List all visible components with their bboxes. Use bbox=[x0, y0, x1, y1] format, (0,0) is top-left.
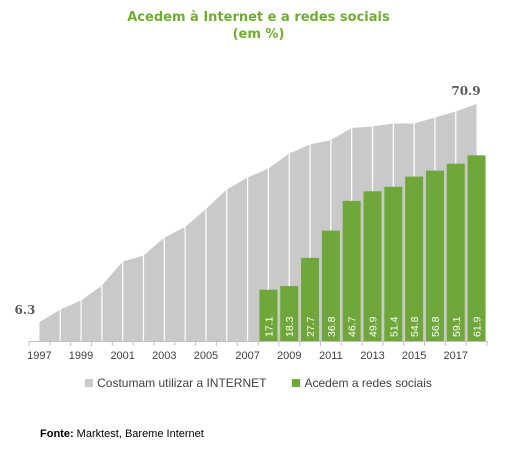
x-tick-label: 2009 bbox=[277, 350, 301, 362]
bar-social bbox=[363, 191, 382, 341]
bar-value-label: 18.3 bbox=[284, 316, 296, 337]
legend-item-internet: Costumam utilizar a INTERNET bbox=[85, 376, 266, 390]
bar-value-label: 49.9 bbox=[368, 316, 380, 337]
x-tick-label: 2007 bbox=[235, 350, 259, 362]
bar-social bbox=[280, 286, 299, 341]
chart-legend: Costumam utilizar a INTERNET Acedem a re… bbox=[0, 376, 517, 390]
bar-social bbox=[342, 200, 361, 341]
bar-value-label: 17.1 bbox=[263, 316, 275, 337]
source-text: Marktest, Bareme Internet bbox=[73, 428, 204, 440]
bar-social bbox=[321, 230, 340, 341]
bar-value-label: 27.7 bbox=[305, 316, 317, 337]
chart-title: Acedem à Internet e a redes sociais bbox=[127, 10, 390, 25]
legend-label-social: Acedem a redes sociais bbox=[304, 376, 432, 390]
bar-value-label: 36.8 bbox=[326, 316, 338, 337]
area-first-value-label: 6.3 bbox=[15, 303, 36, 317]
legend-swatch-social bbox=[292, 379, 301, 387]
bar-social bbox=[446, 163, 465, 341]
x-tick-label: 2001 bbox=[110, 350, 134, 362]
x-tick-label: 2003 bbox=[152, 350, 176, 362]
bar-social bbox=[405, 176, 424, 341]
bar-value-label: 54.8 bbox=[409, 316, 421, 337]
x-tick-label: 2011 bbox=[319, 350, 343, 362]
x-tick-label: 1999 bbox=[69, 350, 93, 362]
chart-subtitle: (em %) bbox=[232, 27, 285, 42]
bar-value-label: 46.7 bbox=[347, 316, 359, 337]
x-tick-label: 2015 bbox=[402, 350, 426, 362]
bar-social bbox=[425, 170, 444, 341]
bar-value-label: 51.4 bbox=[388, 316, 400, 337]
bar-social bbox=[384, 186, 403, 341]
legend-label-internet: Costumam utilizar a INTERNET bbox=[97, 376, 267, 390]
bar-value-label: 56.8 bbox=[430, 316, 442, 337]
area-last-value-label: 70.9 bbox=[451, 84, 480, 98]
legend-item-social: Acedem a redes sociais bbox=[292, 376, 432, 390]
x-tick-label: 1997 bbox=[27, 350, 51, 362]
x-tick-label: 2013 bbox=[360, 350, 384, 362]
bar-value-label: 59.1 bbox=[451, 316, 463, 337]
bar-social bbox=[467, 155, 486, 341]
legend-swatch-internet bbox=[85, 379, 94, 387]
bar-value-label: 61.9 bbox=[472, 316, 484, 337]
source-label: Fonte: bbox=[40, 428, 74, 440]
source-note: Fonte: Marktest, Bareme Internet bbox=[40, 428, 204, 440]
bar-social bbox=[301, 257, 320, 341]
x-tick-label: 2005 bbox=[194, 350, 218, 362]
bar-social bbox=[259, 289, 278, 341]
x-tick-label: 2017 bbox=[444, 350, 468, 362]
